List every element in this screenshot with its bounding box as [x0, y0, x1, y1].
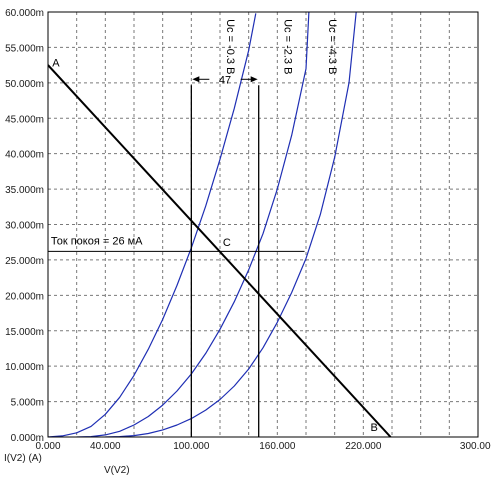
point-c-label: C: [223, 237, 231, 249]
curve-label-1: Uc = -0.3 B: [224, 19, 236, 74]
annotations: A B C Ток покоя = 26 мА 47 Uc = -0.3 B U…: [51, 19, 378, 434]
point-a-label: A: [52, 57, 60, 69]
guide-layer: [48, 76, 305, 437]
y-tick-label: 60.000m: [5, 8, 44, 19]
y-tick-label: 5.000m: [11, 398, 44, 409]
x-tick-label: 40.000: [90, 441, 121, 452]
point-b-label: B: [371, 422, 378, 434]
series-line: [76, 12, 310, 437]
series-line: [48, 13, 257, 437]
y-axis-label: I(V2) (A): [4, 453, 42, 464]
y-tick-label: 40.000m: [5, 150, 44, 161]
y-tick-label: 55.000m: [5, 43, 44, 54]
y-tick-label: 30.000m: [5, 221, 44, 232]
y-tick-label: 35.000m: [5, 185, 44, 196]
x-tick-label: 0.000: [35, 441, 60, 452]
plot-frame: [47, 11, 479, 438]
y-tick-label: 15.000m: [5, 327, 44, 338]
y-tick-label: 10.000m: [5, 362, 44, 373]
y-tick-label: 0.000m: [11, 433, 44, 444]
grid: [48, 12, 478, 437]
span-value-label: 47: [219, 74, 231, 86]
x-tick-label: 220.000: [345, 441, 382, 452]
span-arrowhead-left: [192, 76, 200, 83]
y-tick-label: 25.000m: [5, 256, 44, 267]
y-tick-label: 50.000m: [5, 79, 44, 90]
x-tick-label: 160.000: [259, 441, 296, 452]
span-arrowhead-right: [250, 76, 258, 83]
y-tick-label: 45.000m: [5, 114, 44, 125]
tick-labels: 0.000m 5.000m 10.000m 15.000m 20.000m 25.000m…: [5, 8, 491, 452]
x-tick-label: 300.000: [460, 441, 491, 452]
x-axis-label: V(V2): [104, 465, 130, 476]
quiescent-current-label: Ток покоя = 26 мА: [51, 235, 143, 247]
series-line: [105, 12, 357, 437]
y-tick-label: 20.000m: [5, 291, 44, 302]
curve-label-2: Uc = -2.3 B: [282, 19, 294, 74]
curve-label-3: Uc = -4.3 B: [326, 19, 338, 74]
x-tick-label: 100.000: [173, 441, 210, 452]
